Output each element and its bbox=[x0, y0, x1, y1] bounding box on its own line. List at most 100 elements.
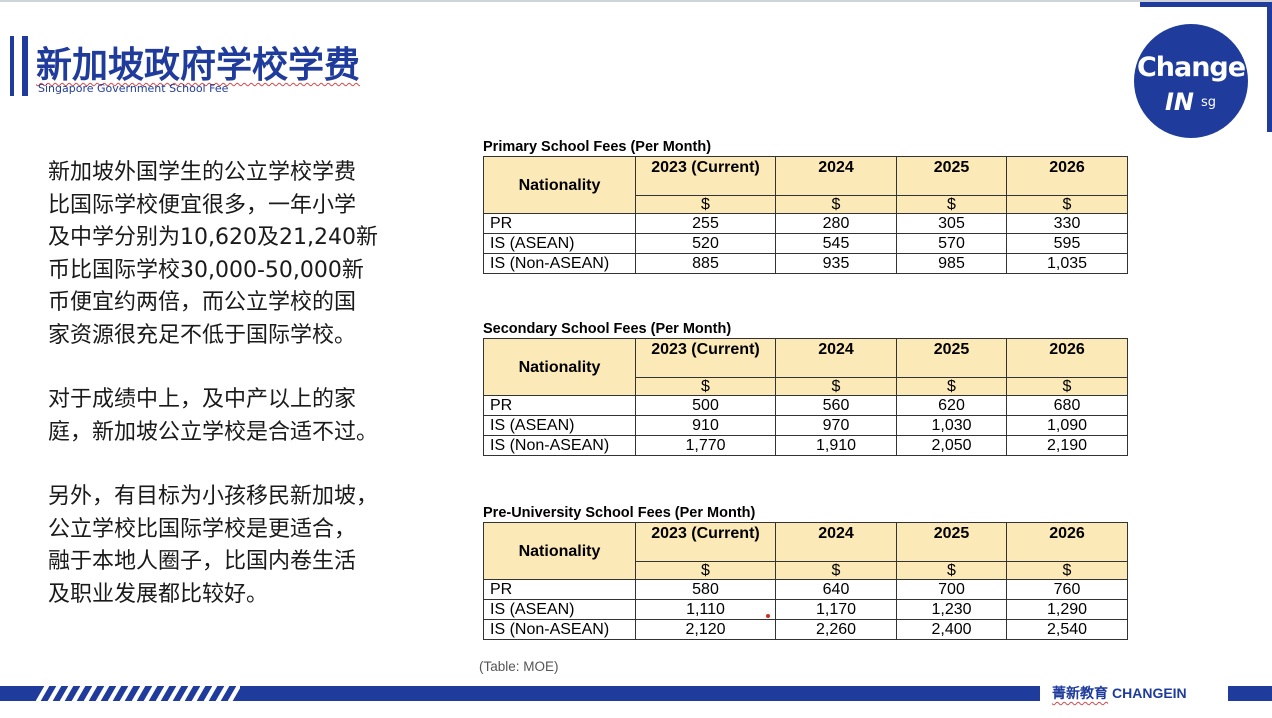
fee-cell: 985 bbox=[896, 253, 1007, 274]
preuniversity-fees-caption: Pre-University School Fees (Per Month) bbox=[483, 505, 756, 521]
currency-header: $ bbox=[1006, 561, 1128, 580]
year-header: 2025 bbox=[896, 522, 1007, 562]
logo-text-in: IN bbox=[1165, 88, 1195, 116]
table-row: IS (Non-ASEAN) 885 935 985 1,035 bbox=[483, 253, 1128, 274]
nationality-header: Nationality bbox=[483, 156, 636, 214]
fee-cell: 640 bbox=[775, 579, 897, 600]
top-border bbox=[0, 0, 1272, 2]
row-label: PR bbox=[483, 213, 636, 234]
logo-corner-frame bbox=[1140, 2, 1272, 132]
fee-cell: 885 bbox=[635, 253, 776, 274]
year-header: 2023 (Current) bbox=[635, 156, 776, 196]
currency-header: $ bbox=[635, 195, 776, 214]
title-accent-bar-thin bbox=[10, 36, 14, 96]
fee-cell: 1,030 bbox=[896, 415, 1007, 436]
currency-header: $ bbox=[1006, 377, 1128, 396]
row-label: IS (Non-ASEAN) bbox=[483, 619, 636, 640]
footer-bar bbox=[0, 686, 1040, 701]
fee-cell: 1,290 bbox=[1006, 599, 1128, 620]
fee-cell: 520 bbox=[635, 233, 776, 254]
row-label: PR bbox=[483, 579, 636, 600]
paragraph-suitability: 对于成绩中上，及中产以上的家 庭，新加坡公立学校是合适不过。 bbox=[48, 387, 379, 445]
page-subtitle: Singapore Government School Fee bbox=[38, 82, 229, 95]
secondary-fees-block: Secondary School Fees (Per Month) Nation… bbox=[483, 321, 1128, 456]
currency-header: $ bbox=[896, 377, 1007, 396]
fee-cell: 2,120 bbox=[635, 619, 776, 640]
secondary-fees-caption: Secondary School Fees (Per Month) bbox=[483, 321, 732, 337]
table-row: PR 580 640 700 760 bbox=[483, 579, 1128, 600]
fee-cell: 760 bbox=[1006, 579, 1128, 600]
footer-brand: 菁新教育 CHANGEIN bbox=[1052, 683, 1187, 703]
row-label: PR bbox=[483, 395, 636, 416]
table-row: PR 500 560 620 680 bbox=[483, 395, 1128, 416]
currency-header: $ bbox=[896, 195, 1007, 214]
fee-cell: 2,260 bbox=[775, 619, 897, 640]
fee-cell: 545 bbox=[775, 233, 897, 254]
fee-cell: 1,090 bbox=[1006, 415, 1128, 436]
fee-cell: 1,770 bbox=[635, 435, 776, 456]
currency-header: $ bbox=[775, 195, 897, 214]
body-text: 新加坡外国学生的公立学校学费 比国际学校便宜很多，一年小学 及中学分别为10,6… bbox=[48, 157, 448, 643]
year-header: 2025 bbox=[896, 156, 1007, 196]
fee-cell: 255 bbox=[635, 213, 776, 234]
footer-stripes bbox=[30, 686, 240, 701]
row-label: IS (Non-ASEAN) bbox=[483, 435, 636, 456]
year-header: 2026 bbox=[1006, 522, 1128, 562]
fee-cell: 1,910 bbox=[775, 435, 897, 456]
fee-cell: 620 bbox=[896, 395, 1007, 416]
row-label: IS (ASEAN) bbox=[483, 599, 636, 620]
currency-header: $ bbox=[775, 561, 897, 580]
nationality-header: Nationality bbox=[483, 338, 636, 396]
red-dot-mark bbox=[766, 614, 770, 618]
table-source-note: (Table: MOE) bbox=[479, 659, 559, 674]
table-row: IS (Non-ASEAN) 1,770 1,910 2,050 2,190 bbox=[483, 435, 1128, 456]
row-label: IS (Non-ASEAN) bbox=[483, 253, 636, 274]
fee-cell: 570 bbox=[896, 233, 1007, 254]
fee-cell: 935 bbox=[775, 253, 897, 274]
fee-cell: 680 bbox=[1006, 395, 1128, 416]
preuniversity-fees-block: Pre-University School Fees (Per Month) N… bbox=[483, 505, 1128, 640]
footer-brand-cn: 菁新教育 bbox=[1052, 686, 1108, 702]
row-label: IS (ASEAN) bbox=[483, 233, 636, 254]
preuniversity-fees-table: Nationality 2023 (Current) 2024 2025 202… bbox=[483, 522, 1128, 640]
changein-logo: Change IN sg bbox=[1132, 2, 1272, 138]
paragraph-fees-comparison: 新加坡外国学生的公立学校学费 比国际学校便宜很多，一年小学 及中学分别为10,6… bbox=[48, 160, 378, 348]
paragraph-immigration: 另外，有目标为小孩移民新加坡， 公立学校比国际学校是更适合， 融于本地人圈子，比… bbox=[48, 484, 379, 607]
year-header: 2025 bbox=[896, 338, 1007, 378]
fee-cell: 305 bbox=[896, 213, 1007, 234]
currency-header: $ bbox=[1006, 195, 1128, 214]
footer-brand-en: CHANGEIN bbox=[1112, 685, 1187, 701]
fee-cell: 595 bbox=[1006, 233, 1128, 254]
table-row: IS (ASEAN) 910 970 1,030 1,090 bbox=[483, 415, 1128, 436]
year-header: 2023 (Current) bbox=[635, 522, 776, 562]
year-header: 2026 bbox=[1006, 156, 1128, 196]
primary-fees-block: Primary School Fees (Per Month) National… bbox=[483, 139, 1128, 274]
title-accent-bar bbox=[22, 36, 28, 96]
fee-cell: 1,035 bbox=[1006, 253, 1128, 274]
table-row: IS (Non-ASEAN) 2,120 2,260 2,400 2,540 bbox=[483, 619, 1128, 640]
fee-cell: 910 bbox=[635, 415, 776, 436]
fee-cell: 580 bbox=[635, 579, 776, 600]
currency-header: $ bbox=[635, 377, 776, 396]
currency-header: $ bbox=[635, 561, 776, 580]
fee-cell: 2,050 bbox=[896, 435, 1007, 456]
logo-text-change: Change bbox=[1136, 52, 1246, 83]
fee-cell: 560 bbox=[775, 395, 897, 416]
fee-cell: 1,170 bbox=[775, 599, 897, 620]
currency-header: $ bbox=[775, 377, 897, 396]
nationality-header: Nationality bbox=[483, 522, 636, 580]
fee-cell: 280 bbox=[775, 213, 897, 234]
fee-cell: 1,110 bbox=[635, 599, 776, 620]
currency-header: $ bbox=[896, 561, 1007, 580]
year-header: 2026 bbox=[1006, 338, 1128, 378]
fee-cell: 2,540 bbox=[1006, 619, 1128, 640]
fee-cell: 970 bbox=[775, 415, 897, 436]
row-label: IS (ASEAN) bbox=[483, 415, 636, 436]
secondary-fees-table: Nationality 2023 (Current) 2024 2025 202… bbox=[483, 338, 1128, 456]
year-header: 2024 bbox=[775, 156, 897, 196]
fee-cell: 1,230 bbox=[896, 599, 1007, 620]
table-row: PR 255 280 305 330 bbox=[483, 213, 1128, 234]
fee-cell: 500 bbox=[635, 395, 776, 416]
primary-fees-caption: Primary School Fees (Per Month) bbox=[483, 139, 712, 155]
page-title: 新加坡政府学校学费 bbox=[36, 45, 361, 86]
